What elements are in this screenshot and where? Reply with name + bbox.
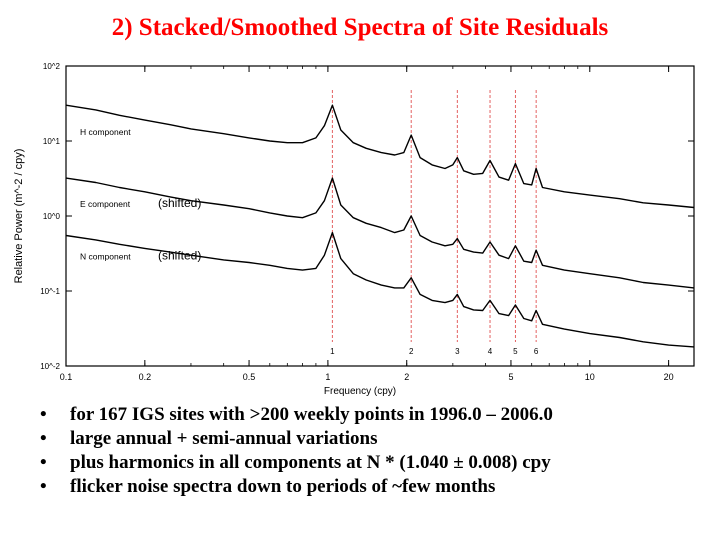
harmonic-label: 1 (330, 347, 335, 356)
x-tick-label: 2 (404, 372, 409, 382)
chart-labels: 0.1 0.2 0.5 1 2 5 10 20 10^2 10^1 10^0 10^-1 10^-2 1 2… (13, 62, 674, 397)
series-line-0 (65, 104, 695, 209)
series-annotation: (shifted) (158, 196, 201, 210)
series-line-1 (65, 177, 695, 289)
plot-frame (65, 65, 695, 367)
bullet-item: • for 167 IGS sites with >200 weekly poin… (40, 403, 553, 427)
y-tick-label: 10^-2 (40, 362, 60, 371)
harmonic-label: 3 (455, 347, 460, 356)
series-name-label: E component (80, 199, 131, 209)
x-tick-label: 10 (585, 372, 595, 382)
harmonic-label: 2 (409, 347, 414, 356)
y-tick-label: 10^0 (43, 212, 61, 221)
series-annotation: (shifted) (158, 248, 201, 262)
harmonic-label: 5 (513, 347, 518, 356)
bullet-marker: • (40, 404, 47, 425)
harmonic-label: 4 (488, 347, 493, 356)
y-axis-title: Relative Power (m^-2 / cpy) (13, 149, 25, 284)
bullet-text: for 167 IGS sites with >200 weekly point… (70, 404, 553, 425)
bullet-item: • large annual + semi-annual variations (40, 427, 553, 451)
series-lines (65, 104, 695, 348)
bullet-list: • for 167 IGS sites with >200 weekly poin… (40, 403, 553, 499)
bullet-item: • flicker noise spectra down to periods o… (40, 475, 553, 499)
x-tick-label: 1 (325, 372, 330, 382)
x-tick-label: 0.2 (139, 372, 152, 382)
y-tick-label: 10^1 (43, 137, 61, 146)
bullet-marker: • (40, 452, 47, 473)
series-name-label: N component (80, 251, 131, 261)
slide-title: 2) Stacked/Smoothed Spectra of Site Resi… (111, 14, 609, 41)
bullet-marker: • (40, 428, 47, 449)
spectra-chart: 0.1 0.2 0.5 1 2 5 10 20 10^2 10^1 10^0 10^-1 10^-2 1 2… (13, 62, 695, 397)
x-axis-title: Frequency (cpy) (324, 386, 396, 397)
series-line-2 (65, 231, 695, 348)
y-tick-label: 10^2 (43, 62, 61, 71)
x-tick-label: 0.5 (243, 372, 256, 382)
bullet-text: flicker noise spectra down to periods of… (70, 476, 496, 497)
series-name-label: H component (80, 127, 131, 137)
harmonic-label: 6 (534, 347, 539, 356)
x-tick-label: 0.1 (60, 372, 73, 382)
x-tick-label: 20 (664, 372, 674, 382)
bullet-text: large annual + semi-annual variations (70, 428, 378, 449)
bullet-text: plus harmonics in all components at N * … (70, 452, 551, 473)
y-tick-label: 10^-1 (40, 287, 60, 296)
bullet-marker: • (40, 476, 47, 497)
x-tick-label: 5 (508, 372, 513, 382)
bullet-item: • plus harmonics in all components at N *… (40, 451, 553, 475)
harmonic-lines (331, 90, 537, 342)
chart-axes (65, 65, 695, 367)
